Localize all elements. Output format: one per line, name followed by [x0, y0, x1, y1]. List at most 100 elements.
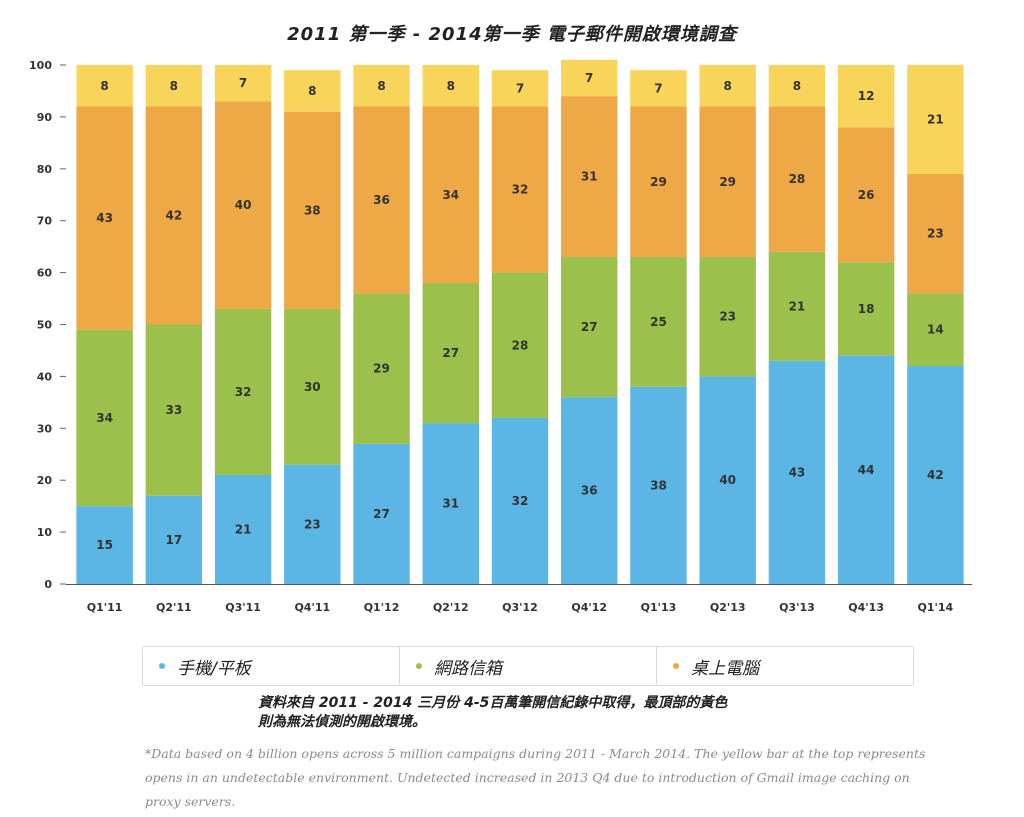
- data-label: 8: [793, 79, 801, 93]
- x-category-label: Q2'13: [710, 601, 746, 614]
- bar-segment: [353, 293, 410, 444]
- bar-segment: [907, 366, 964, 584]
- bar-segment: [630, 106, 687, 258]
- bar-segment: [837, 127, 895, 263]
- data-label: 21: [789, 299, 806, 313]
- data-label: 42: [165, 209, 182, 223]
- bar-segment: [699, 257, 756, 377]
- bar-segment: [76, 506, 133, 584]
- bar-segment: [145, 495, 203, 584]
- data-label: 44: [858, 463, 875, 477]
- bar-segment: [353, 106, 410, 294]
- legend-dot-icon: [416, 663, 422, 669]
- bar-segment: [214, 308, 272, 476]
- data-label: 23: [304, 517, 321, 531]
- bar-segment: [422, 65, 479, 107]
- x-category-label: Q1'11: [87, 601, 123, 614]
- legend-item-webmail: 網路信箱: [399, 647, 656, 685]
- data-label: 31: [442, 497, 459, 511]
- x-category-label: Q4'11: [294, 601, 330, 614]
- data-label: 12: [858, 89, 875, 103]
- data-label: 32: [235, 385, 252, 399]
- data-label: 34: [96, 411, 113, 425]
- data-label: 8: [724, 79, 732, 93]
- data-label: 42: [927, 468, 944, 482]
- data-label: 29: [373, 362, 390, 376]
- data-label: 34: [442, 188, 459, 202]
- bar-segment: [76, 106, 133, 330]
- legend-label: 手機/平板: [177, 658, 251, 679]
- bar-segment: [561, 397, 618, 584]
- bar-segment: [699, 106, 756, 258]
- legend-item-desktop: 桌上電腦: [656, 647, 913, 685]
- data-label: 21: [927, 112, 944, 126]
- data-label: 31: [581, 170, 598, 184]
- bar-segment: [284, 111, 341, 309]
- legend-label: 網路信箱: [434, 658, 502, 679]
- x-category-label: Q2'12: [433, 601, 469, 614]
- data-label: 27: [373, 507, 390, 521]
- bar-segment: [768, 106, 826, 252]
- data-label: 43: [789, 465, 806, 479]
- data-label: 14: [927, 323, 944, 337]
- x-category-label: Q2'11: [156, 601, 192, 614]
- bar-segment: [699, 376, 756, 584]
- bar-segment: [768, 360, 826, 584]
- data-label: 8: [377, 79, 385, 93]
- x-category-label: Q3'12: [502, 601, 538, 614]
- data-label: 15: [96, 538, 113, 552]
- data-label: 40: [235, 198, 252, 212]
- data-label: 7: [585, 71, 593, 85]
- bar-segment: [491, 272, 549, 418]
- bar-segment: [76, 65, 133, 107]
- y-tick-label: 30: [37, 422, 53, 435]
- x-category-label: Q3'13: [779, 601, 815, 614]
- bar-segment: [768, 65, 826, 107]
- bar-segment: [491, 70, 549, 107]
- legend: 手機/平板 網路信箱 桌上電腦: [142, 646, 914, 686]
- y-tick-label: 50: [37, 319, 53, 332]
- bar-segment: [561, 96, 618, 258]
- bar-segment: [837, 262, 895, 356]
- data-label: 40: [719, 473, 736, 487]
- chart-title: 2011 第一季 - 2014第一季 電子郵件開啟環境調查: [287, 24, 737, 45]
- chinese-footnote: 資料來自 2011 - 2014 三月份 4-5百萬筆開信紀錄中取得，最頂部的黃…: [258, 694, 878, 732]
- bar-segment: [630, 257, 687, 387]
- bar-segment: [630, 70, 687, 107]
- bar-segment: [630, 386, 687, 584]
- legend-dot-icon: [159, 663, 165, 669]
- y-tick-label: 100: [29, 59, 52, 72]
- bar-segment: [214, 65, 272, 102]
- bar-segment: [422, 423, 479, 584]
- data-label: 18: [858, 302, 875, 316]
- bar-segment: [699, 65, 756, 107]
- y-tick-label: 10: [37, 526, 53, 539]
- data-label: 7: [516, 81, 524, 95]
- y-tick-label: 80: [37, 163, 53, 176]
- bar-segment: [145, 324, 203, 496]
- y-tick-label: 70: [37, 215, 53, 228]
- y-tick-label: 60: [37, 267, 53, 280]
- bar-segment: [353, 65, 410, 107]
- bar-segment: [561, 59, 618, 97]
- data-label: 32: [512, 494, 529, 508]
- data-label: 32: [512, 183, 529, 197]
- data-label: 27: [442, 346, 459, 360]
- english-footnote: *Data based on 4 billion opens across 5 …: [145, 746, 926, 809]
- data-label: 27: [581, 320, 598, 334]
- data-label: 8: [170, 79, 178, 93]
- bar-segment: [837, 65, 895, 128]
- bar-segment: [491, 106, 549, 273]
- data-label: 28: [512, 338, 529, 352]
- bar-segment: [561, 257, 618, 398]
- data-label: 8: [447, 79, 455, 93]
- bar-segment: [214, 101, 272, 309]
- data-label: 7: [654, 81, 662, 95]
- bar-segment: [491, 417, 549, 584]
- x-category-label: Q1'13: [641, 601, 677, 614]
- data-label: 38: [650, 478, 667, 492]
- x-category-label: Q1'14: [918, 601, 954, 614]
- data-label: 38: [304, 203, 321, 217]
- bar-segment: [422, 282, 479, 424]
- data-label: 23: [719, 310, 736, 324]
